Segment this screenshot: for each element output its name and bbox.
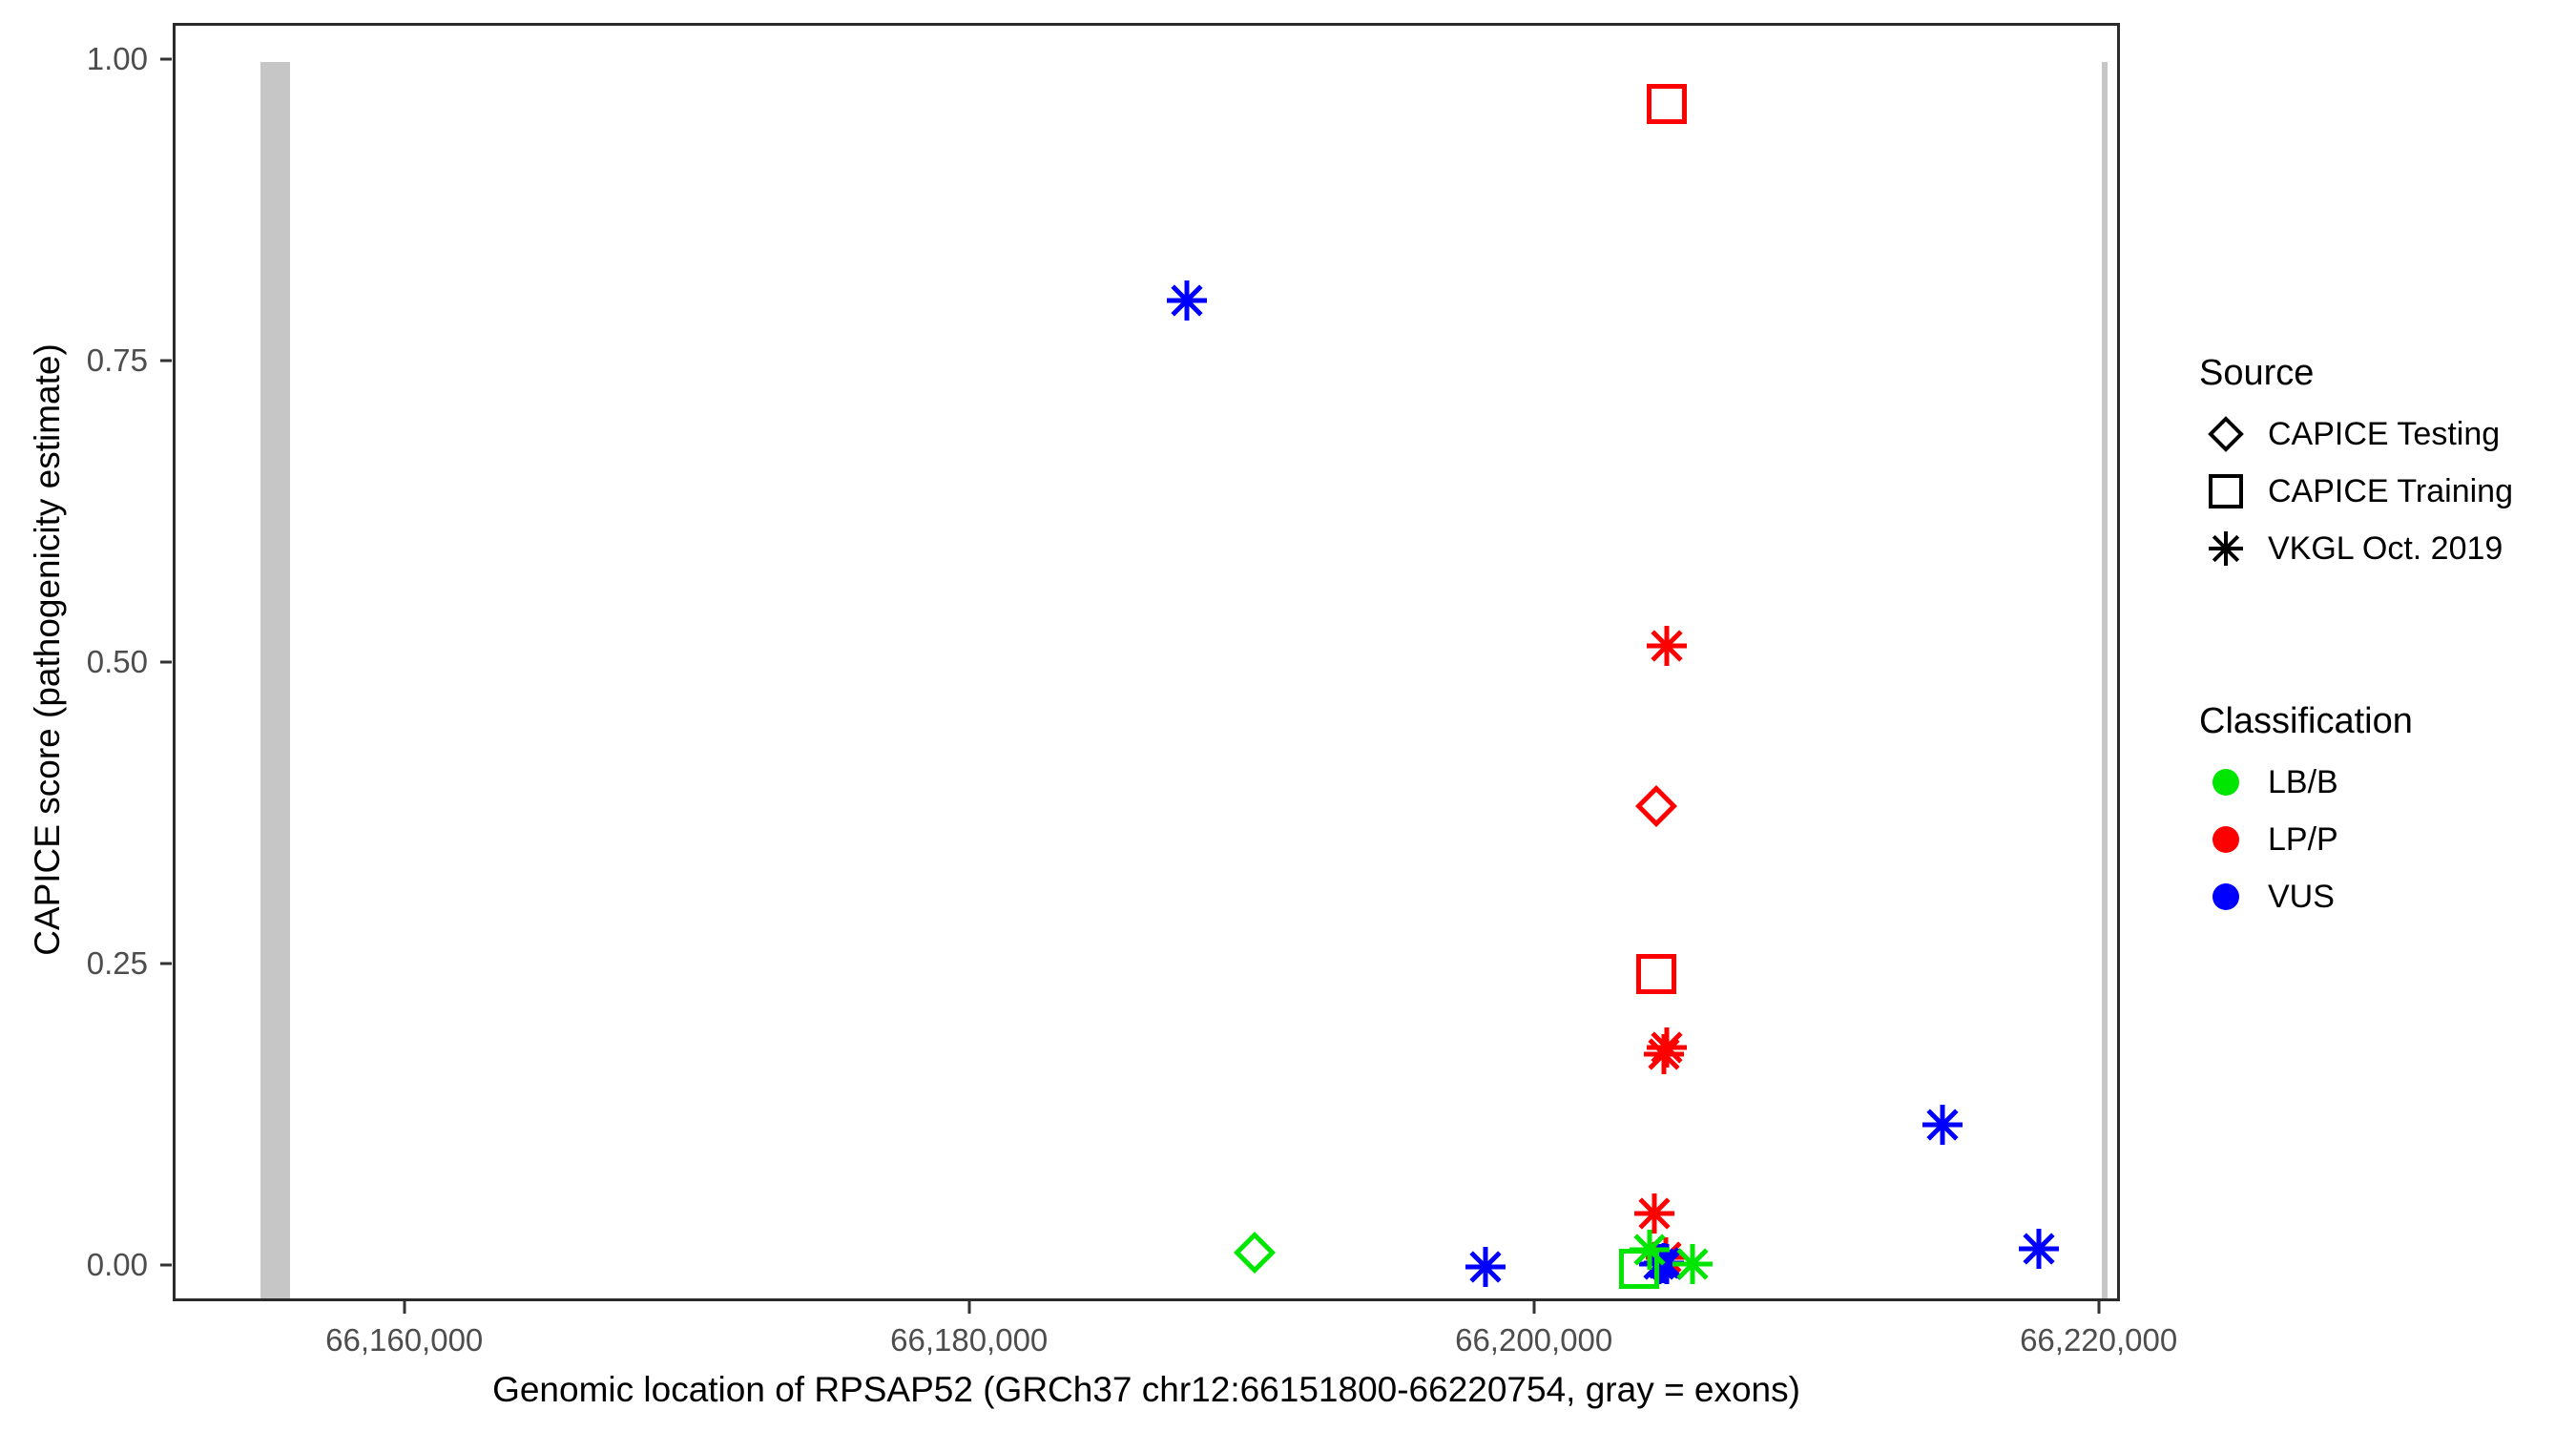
x-tick-label: 66,180,000 — [890, 1322, 1049, 1358]
data-point-asterisk — [1922, 1104, 1963, 1146]
data-point-asterisk — [1646, 625, 1688, 667]
y-tick-mark — [160, 359, 172, 363]
data-point-diamond — [1634, 784, 1677, 827]
circle-icon — [2199, 825, 2253, 854]
x-tick-label: 66,160,000 — [325, 1322, 484, 1358]
legend-item-lp-p[interactable]: LP/P — [2199, 815, 2576, 864]
x-tick-mark — [2097, 1301, 2101, 1314]
data-point-square — [1618, 1248, 1660, 1290]
exon-band — [2101, 61, 2108, 1298]
data-point-asterisk — [1465, 1246, 1506, 1288]
exon-band — [260, 61, 290, 1298]
square-icon — [2199, 473, 2253, 509]
x-axis-title: Genomic location of RPSAP52 (GRCh37 chr1… — [492, 1370, 1800, 1409]
y-tick-label: 0.50 — [86, 644, 148, 679]
legend-title: Source — [2199, 353, 2315, 393]
circle-icon — [2199, 768, 2253, 797]
data-point-asterisk — [2018, 1228, 2060, 1270]
asterisk-icon — [2199, 530, 2253, 567]
legend-item-label: LP/P — [2268, 820, 2338, 858]
classification-legend: Classification LB/B LP/P VUS — [2199, 701, 2576, 929]
legend-item-label: CAPICE Training — [2268, 472, 2513, 509]
data-point-square — [1646, 83, 1688, 125]
plot-panel — [173, 23, 2120, 1301]
x-tick-mark — [403, 1301, 406, 1314]
y-tick-mark — [160, 1263, 172, 1267]
data-point-asterisk — [1166, 280, 1208, 321]
legend-container: Source CAPICE Testing CAPICE Training VKG… — [2199, 0, 2576, 1431]
y-tick-label: 0.00 — [86, 1247, 148, 1283]
legend-item-lb-b[interactable]: LB/B — [2199, 757, 2576, 807]
legend-item-vus[interactable]: VUS — [2199, 872, 2576, 922]
legend-item-label: VUS — [2268, 878, 2335, 915]
legend-item-vkgl-oct-2019[interactable]: VKGL Oct. 2019 — [2199, 524, 2576, 573]
y-tick-label: 0.25 — [86, 945, 148, 982]
data-point-diamond — [1233, 1231, 1276, 1274]
y-tick-mark — [160, 660, 172, 664]
y-tick-mark — [160, 57, 172, 61]
y-tick-label: 1.00 — [86, 40, 148, 76]
source-legend: Source CAPICE Testing CAPICE Training VKG… — [2199, 353, 2576, 581]
legend-title: Classification — [2199, 701, 2413, 741]
y-tick-mark — [160, 962, 172, 965]
data-point-square — [1635, 953, 1677, 995]
x-tick-mark — [967, 1301, 971, 1314]
legend-item-label: LB/B — [2268, 763, 2338, 800]
x-tick-mark — [1532, 1301, 1536, 1314]
legend-item-capice-training[interactable]: CAPICE Training — [2199, 467, 2576, 516]
data-point-asterisk — [1672, 1243, 1714, 1285]
legend-item-label: CAPICE Testing — [2268, 415, 2501, 452]
diamond-icon — [2199, 416, 2253, 452]
x-tick-label: 66,220,000 — [2020, 1322, 2178, 1358]
data-point-asterisk — [1643, 1033, 1685, 1075]
legend-item-label: VKGL Oct. 2019 — [2268, 529, 2503, 567]
data-point-asterisk — [1633, 1192, 1675, 1234]
x-tick-label: 66,200,000 — [1455, 1322, 1613, 1358]
legend-item-capice-testing[interactable]: CAPICE Testing — [2199, 409, 2576, 459]
y-tick-label: 0.75 — [86, 342, 148, 378]
circle-icon — [2199, 882, 2253, 911]
